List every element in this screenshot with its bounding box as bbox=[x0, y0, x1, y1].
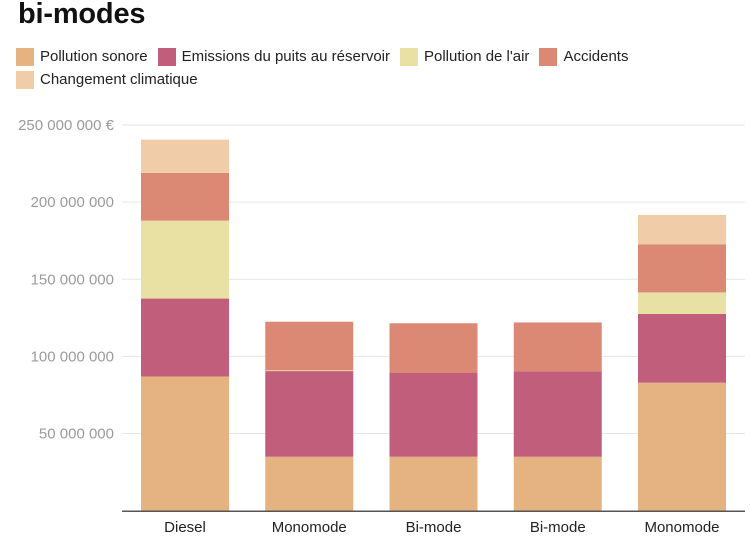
x-axis-labels: Diesel Monomode Bi-mode Bi-mode Monomode bbox=[164, 519, 719, 536]
y-tick-label: 100 000 000 bbox=[31, 348, 114, 365]
x-tick-label: Bi-mode bbox=[530, 519, 586, 536]
bar-stack bbox=[638, 214, 726, 511]
bar-segment bbox=[513, 456, 602, 511]
bar-segment bbox=[513, 322, 602, 372]
bar-segment bbox=[389, 372, 478, 457]
legend-label: Pollution de l'air bbox=[424, 48, 530, 65]
chart-title: bi-modes bbox=[18, 0, 146, 30]
bar-segment bbox=[265, 371, 354, 457]
bar-segment bbox=[389, 323, 478, 373]
bar-segment bbox=[638, 382, 726, 511]
x-tick-label: Diesel bbox=[164, 519, 206, 536]
bar-stack bbox=[389, 323, 478, 511]
bars bbox=[141, 139, 726, 511]
legend-item-accidents: Accidents bbox=[539, 47, 628, 66]
bar-segment bbox=[389, 456, 478, 511]
legend-swatch bbox=[16, 47, 34, 66]
bar-segment bbox=[265, 370, 354, 372]
bar-stack bbox=[141, 139, 229, 511]
x-tick-label: Monomode bbox=[272, 519, 347, 536]
legend-item-pollution-sonore: Pollution sonore bbox=[16, 47, 148, 66]
bar-segment bbox=[638, 214, 726, 245]
legend-swatch bbox=[539, 47, 558, 66]
bar-segment bbox=[141, 139, 229, 173]
legend-label: Pollution sonore bbox=[40, 48, 148, 65]
bar-segment bbox=[513, 371, 602, 457]
y-tick-label: 150 000 000 bbox=[31, 271, 114, 288]
y-tick-label: 200 000 000 bbox=[31, 194, 114, 211]
bar-segment bbox=[141, 172, 229, 221]
legend-item-emissions: Emissions du puits au réservoir bbox=[157, 47, 390, 66]
legend-swatch bbox=[16, 70, 34, 89]
bar-segment bbox=[141, 298, 229, 377]
legend-item-changement-climatique: Changement climatique bbox=[16, 70, 198, 89]
y-axis-labels: 50 000 000 100 000 000 150 000 000 200 000 … bbox=[18, 117, 115, 443]
bar-segment bbox=[265, 456, 354, 511]
y-tick-label: 250 000 000 € bbox=[18, 117, 115, 134]
bar-segment bbox=[141, 220, 229, 299]
bar-stack bbox=[265, 321, 354, 511]
bar-segment bbox=[638, 313, 726, 383]
bar-segment bbox=[265, 321, 354, 371]
legend-item-pollution-air: Pollution de l'air bbox=[400, 47, 529, 66]
bar-segment bbox=[141, 376, 229, 511]
y-tick-label: 50 000 000 bbox=[39, 426, 114, 443]
x-tick-label: Monomode bbox=[644, 519, 719, 536]
legend-swatch bbox=[157, 47, 176, 66]
legend-label: Emissions du puits au réservoir bbox=[181, 48, 390, 65]
legend: Pollution sonore Emissions du puits au r… bbox=[16, 47, 736, 89]
x-tick-label: Bi-mode bbox=[406, 519, 462, 536]
bar-segment bbox=[638, 244, 726, 293]
bar-segment bbox=[638, 292, 726, 314]
legend-label: Changement climatique bbox=[40, 71, 198, 88]
legend-label: Accidents bbox=[563, 48, 629, 65]
bar-stack bbox=[513, 322, 602, 511]
legend-swatch bbox=[400, 47, 418, 66]
